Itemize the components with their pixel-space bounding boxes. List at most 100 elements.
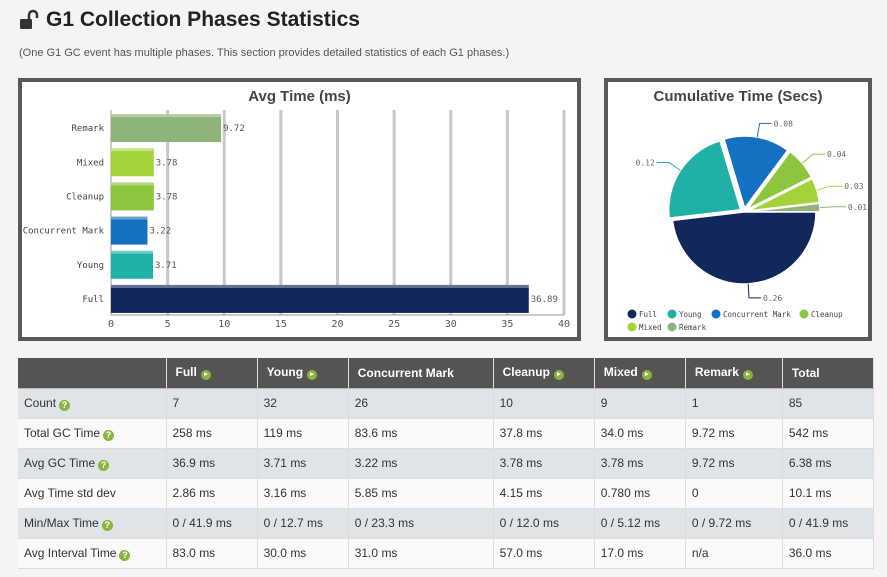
table-cell: 3.78 ms (493, 448, 595, 479)
table-header-label: Full (175, 365, 197, 380)
slice-cleanup[interactable] (746, 150, 813, 211)
x-tick-label: 0 (108, 319, 114, 330)
slice-value-label: 0.03 (844, 182, 863, 191)
legend-marker[interactable] (627, 309, 637, 319)
table-header-total: Total (782, 358, 875, 389)
info-icon[interactable]: ▸ (641, 370, 652, 381)
unlock-icon (20, 9, 39, 29)
legend-marker[interactable] (627, 322, 637, 332)
info-icon[interactable]: ▸ (307, 370, 318, 381)
table-cell: 83.0 ms (166, 538, 258, 569)
table-header-label: Cleanup (502, 365, 550, 380)
table-cell: 9 (594, 388, 686, 419)
info-icon[interactable]: ▸ (742, 370, 753, 381)
table-body: Count? 7 32 26 10 9 1 85 Total GC Time? 258 ms 119… (18, 388, 875, 569)
row-label-cell: Avg Interval Time? (18, 538, 167, 569)
legend-label[interactable]: Full (639, 310, 657, 319)
table-cell: 36.0 ms (782, 538, 875, 569)
leader-line (656, 162, 681, 171)
bar-cleanup[interactable] (111, 182, 154, 211)
category-label: Young (77, 261, 104, 271)
category-label: Mixed (77, 158, 104, 168)
legend-marker[interactable] (799, 309, 809, 319)
leader-line (819, 206, 846, 209)
bar-highlight (111, 148, 154, 152)
table-cell: 5.85 ms (348, 478, 494, 509)
row-label-cell: Total GC Time? (18, 418, 167, 449)
slice-remark[interactable] (747, 202, 821, 213)
help-icon[interactable]: ? (101, 519, 113, 531)
x-tick-label: 10 (218, 319, 230, 330)
leader-line (747, 283, 762, 299)
slice-young[interactable] (667, 139, 742, 219)
bar-full[interactable] (111, 284, 529, 313)
table-cell: 0 / 41.9 ms (166, 508, 258, 539)
table-cell: 36.9 ms (166, 448, 258, 479)
table-cell: 1 (685, 388, 783, 419)
slice-value-label: 0.04 (827, 150, 846, 159)
legend-marker[interactable] (667, 322, 677, 332)
bar-highlight (111, 114, 222, 118)
leader-line (756, 122, 772, 138)
x-tick-label: 40 (558, 319, 570, 330)
table-cell: 0 / 41.9 ms (782, 508, 875, 539)
slice-concurrent-mark[interactable] (723, 135, 789, 210)
bar-young[interactable] (111, 250, 154, 279)
row-label: Avg Time std dev (24, 486, 116, 500)
bar-highlight (111, 216, 148, 220)
table-row: Avg Interval Time? 83.0 ms 30.0 ms 31.0 ms 5… (18, 538, 875, 569)
table-cell: 34.0 ms (594, 418, 686, 449)
table-header-label: Remark (694, 365, 739, 380)
x-tick-label: 30 (445, 319, 457, 330)
table-cell: 258 ms (166, 418, 258, 449)
bar-highlight (111, 182, 154, 186)
table-header-label: Young (266, 365, 304, 380)
help-icon[interactable]: ? (98, 459, 110, 471)
legend-label[interactable]: Concurrent Mark (723, 310, 791, 319)
avg-time-bar-chart: 0 5 10 15 20 25 30 35 40 Remark 9.72 Mixed 3.78 Clean… (23, 110, 570, 330)
table-cell: 32 (257, 388, 349, 419)
table-cell: 3.16 ms (257, 478, 349, 509)
table-cell: 0 / 5.12 ms (594, 508, 686, 539)
legend-marker[interactable] (711, 309, 721, 319)
legend-label[interactable]: Cleanup (811, 310, 843, 319)
table-cell: 3.71 ms (257, 448, 349, 479)
info-icon[interactable]: ▸ (553, 370, 564, 381)
table-cell: 9.72 ms (685, 448, 783, 479)
table-header-label: Total (791, 365, 820, 380)
table-header-mixed: Mixed ▸ (594, 358, 686, 389)
slice-value-label: 0.12 (636, 159, 655, 168)
table-header-row: Full ▸ Young ▸ Concurrent Mark Cleanup ▸ Mixed ▸… (18, 358, 875, 389)
table-cell: 0 / 23.3 ms (348, 508, 494, 539)
page-subtitle: (One G1 GC event has multiple phases. Th… (19, 47, 510, 59)
table-header-label: Mixed (603, 365, 638, 380)
value-label: 36.89 (531, 295, 558, 305)
table-cell: 30.0 ms (257, 538, 349, 569)
legend-label[interactable]: Young (679, 310, 702, 319)
help-icon[interactable]: ? (103, 429, 115, 441)
table-header-cleanup: Cleanup ▸ (493, 358, 595, 389)
x-tick-label: 5 (165, 319, 171, 330)
help-icon[interactable]: ? (119, 549, 131, 561)
slice-value-label: 0.08 (774, 119, 793, 128)
table-header-remark: Remark ▸ (685, 358, 783, 389)
avg-time-chart-panel: Avg Time (ms) 0 5 10 15 20 25 30 35 40 Remark 9.72… (18, 78, 581, 341)
row-label-cell: Count? (18, 388, 167, 419)
row-label: Count (24, 395, 57, 410)
help-icon[interactable]: ? (59, 399, 71, 411)
info-icon[interactable]: ▸ (200, 370, 211, 381)
legend-label[interactable]: Remark (679, 323, 707, 332)
slice-value-label: 0.01 (848, 203, 867, 212)
table-header-blank (18, 358, 167, 389)
bar-mixed[interactable] (111, 148, 154, 177)
bar-concurrent-mark[interactable] (111, 216, 148, 245)
cumulative-time-pie-chart: 0.26 0.12 0.08 0.04 0.03 0.01 Full Young Concurr… (627, 119, 867, 332)
legend-label[interactable]: Mixed (639, 323, 662, 332)
bar-remark[interactable] (111, 114, 222, 143)
row-label-cell: Avg Time std dev (18, 478, 167, 509)
value-label: 3.78 (156, 158, 178, 168)
table-cell: 0.780 ms (594, 478, 686, 509)
legend-marker[interactable] (667, 309, 677, 319)
table-cell: n/a (685, 538, 783, 569)
slice-full[interactable] (671, 211, 817, 285)
